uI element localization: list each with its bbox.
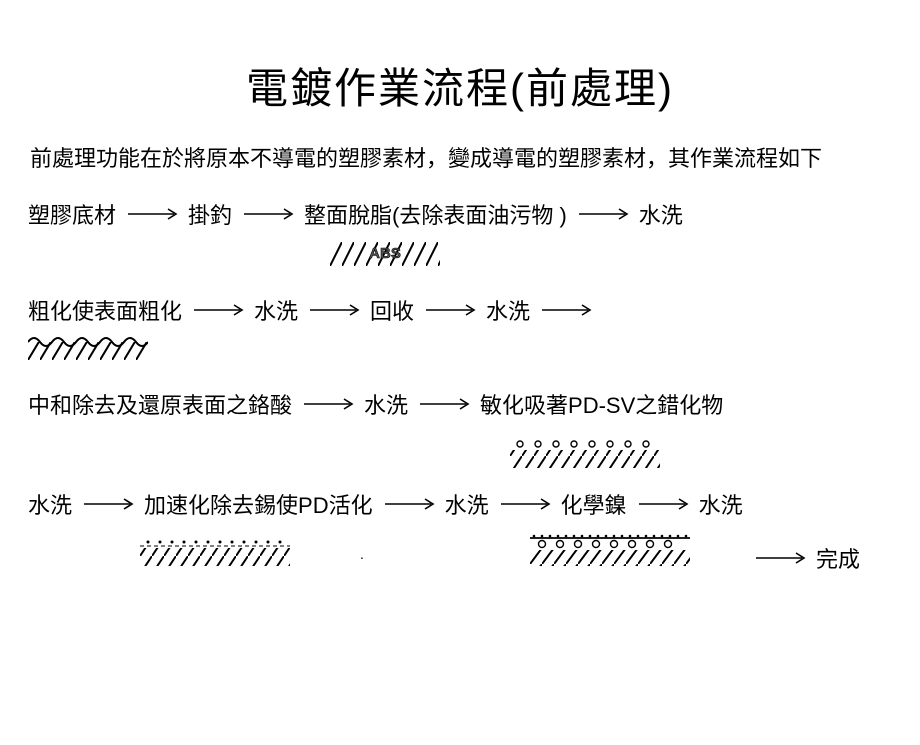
step-label: 中和除去及還原表面之鉻酸 — [28, 388, 292, 420]
step-label: 水洗 — [486, 294, 530, 326]
step-label: 整面脫脂(去除表面油污物 ) — [304, 198, 567, 230]
arrow-icon — [292, 397, 364, 411]
arrow-icon — [627, 497, 699, 511]
step-label: 掛釣 — [188, 198, 232, 230]
arrow-icon — [298, 303, 370, 317]
step-label: 加速化除去錫使PD活化 — [144, 488, 373, 520]
arrow-icon — [182, 303, 254, 317]
intro-text: 前處理功能在於將原本不導電的塑膠素材，變成導電的塑膠素材，其作業流程如下 — [30, 144, 890, 174]
hatch-roughened-icon — [28, 334, 148, 360]
step-label: 塑膠底材 — [28, 198, 116, 230]
arrow-icon — [744, 551, 816, 565]
arrow-icon — [408, 397, 480, 411]
arrow-icon — [116, 207, 188, 221]
page-title: 電鍍作業流程(前處理) — [0, 55, 920, 116]
abs-label: ABS — [369, 245, 401, 262]
arrow-icon — [567, 207, 639, 221]
step-final: 完成 — [816, 542, 860, 574]
flow-diagram: 塑膠底材 掛釣 整面脫脂(去除表面油污物 ) 水洗 粗化使表面粗化 水洗 回收 — [0, 194, 920, 578]
arrow-icon — [232, 207, 304, 221]
arrow-icon — [414, 303, 486, 317]
step-label: 水洗 — [445, 488, 489, 520]
flow-row-3: 中和除去及還原表面之鉻酸 水洗 敏化吸著PD-SV之錯化物 — [0, 384, 920, 424]
flow-row-4: 水洗 加速化除去錫使PD活化 水洗 化學鎳 水洗 — [0, 484, 920, 524]
arrow-icon — [489, 497, 561, 511]
step-label: 敏化吸著PD-SV之錯化物 — [480, 388, 723, 420]
arrow-icon — [530, 303, 602, 317]
step-label: 水洗 — [364, 388, 408, 420]
step-label: 水洗 — [28, 488, 72, 520]
step-label: 水洗 — [699, 488, 743, 520]
flow-row-1: 塑膠底材 掛釣 整面脫脂(去除表面油污物 ) 水洗 — [0, 194, 920, 234]
flow-row-2: 粗化使表面粗化 水洗 回收 水洗 — [0, 290, 920, 330]
hatch-activated-icon — [140, 538, 290, 566]
step-label: 粗化使表面粗化 — [28, 294, 182, 326]
step-label: 回收 — [370, 294, 414, 326]
period-mark: . — [360, 546, 364, 562]
step-label: 化學鎳 — [561, 488, 627, 520]
step-label: 水洗 — [254, 294, 298, 326]
flow-row-5: 完成 — [0, 538, 920, 578]
step-label: 水洗 — [639, 198, 683, 230]
hatch-abs-icon: ABS — [330, 242, 440, 266]
arrow-icon — [72, 497, 144, 511]
hatch-sensitized-icon — [510, 438, 660, 468]
arrow-icon — [373, 497, 445, 511]
hatch-plated-icon — [530, 532, 690, 566]
